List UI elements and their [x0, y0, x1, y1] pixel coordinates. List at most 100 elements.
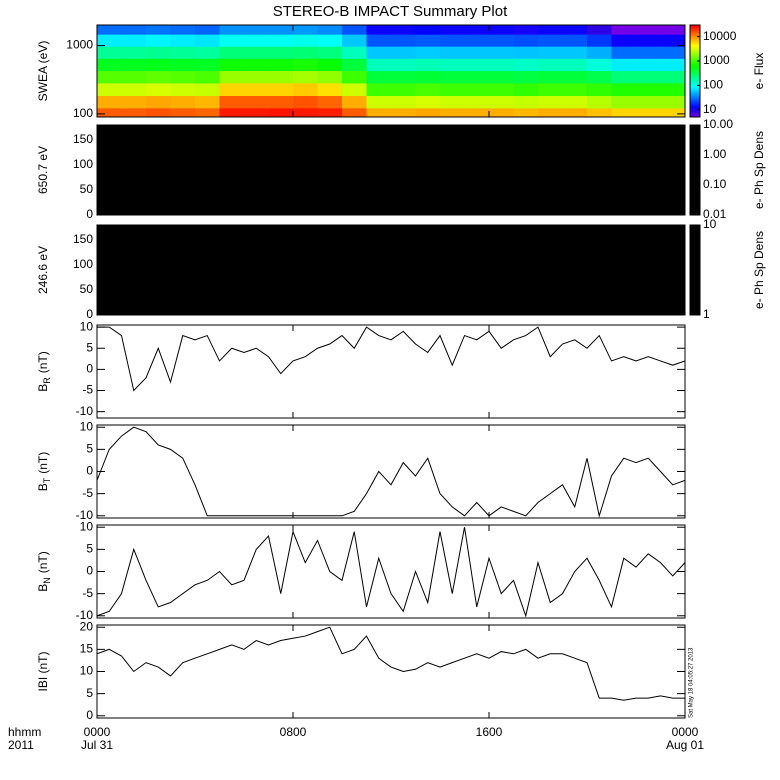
flux-cell: [244, 46, 269, 59]
timestamp: Sat May 18 04:05:27 2013: [689, 647, 695, 718]
y-tick-label: 5: [86, 442, 93, 456]
colorbar-step: [690, 106, 700, 109]
flux-cell: [170, 82, 196, 97]
colorbar-step: [690, 60, 700, 63]
flux-cell: [415, 82, 441, 97]
y-tick-label: 0: [86, 564, 93, 578]
flux-cell: [97, 95, 122, 109]
flux-cell: [660, 25, 685, 35]
colorbar-step: [690, 92, 700, 95]
flux-cell: [146, 25, 171, 35]
flux-cell: [611, 46, 637, 59]
flux-cell: [440, 95, 465, 109]
flux-cell: [611, 34, 637, 47]
flux-cell: [121, 58, 147, 72]
flux-cell: [660, 107, 685, 117]
flux-cell: [538, 70, 563, 84]
colorbar-step: [690, 83, 700, 86]
flux-cell: [121, 25, 147, 35]
x-tick-label: 1600: [476, 725, 503, 739]
colorbar-step: [690, 89, 700, 92]
y-tick-label: 5: [86, 542, 93, 556]
y-axis-label-sub: N: [42, 577, 52, 584]
colorbar-tick-label: 10: [703, 102, 717, 116]
flux-cell: [317, 58, 343, 72]
flux-cell: [587, 107, 612, 117]
flux-cell: [562, 58, 588, 72]
colorbar-step: [690, 64, 700, 67]
flux-cell: [170, 34, 196, 47]
panel: [97, 527, 685, 618]
flux-cell: [538, 25, 563, 35]
colorbar-step: [690, 63, 700, 66]
colorbar-step: [690, 43, 700, 46]
colorbar-step: [690, 31, 700, 34]
flux-cell: [244, 58, 269, 72]
y-axis-label: 650.7 eV: [36, 146, 50, 194]
flux-cell: [121, 107, 147, 117]
flux-cell: [342, 70, 367, 84]
flux-cell: [562, 82, 588, 97]
y-tick-label: 1000: [66, 38, 93, 52]
date-label: Aug 01: [666, 738, 704, 752]
colorbar-step: [690, 46, 700, 49]
y-axis-label-main: B: [36, 584, 50, 592]
y-axis-label-main: B: [36, 483, 50, 491]
y-tick-label: -10: [76, 508, 94, 522]
flux-cell: [170, 95, 196, 109]
flux-cell: [219, 82, 245, 97]
flux-cell: [170, 107, 196, 117]
panel: [97, 25, 685, 117]
colorbar-step: [690, 115, 700, 118]
flux-cell: [660, 46, 685, 59]
flux-cell: [587, 58, 612, 72]
y-tick-label: 100: [73, 257, 93, 271]
flux-cell: [195, 70, 220, 84]
flux-cell: [170, 25, 196, 35]
flux-cell: [293, 70, 318, 84]
flux-cell: [293, 25, 318, 35]
flux-cell: [268, 95, 294, 109]
colorbar-frame: [689, 124, 701, 216]
y-axis-label: BN (nT): [36, 551, 52, 592]
flux-cell: [146, 107, 171, 117]
colorbar-step: [690, 49, 700, 52]
colorbar-step: [690, 71, 700, 74]
flux-cell: [268, 46, 294, 59]
panel-frame: [96, 124, 686, 216]
colorbar-step: [690, 97, 700, 100]
flux-cell: [611, 58, 637, 72]
colorbar-tick-label: 100: [703, 77, 723, 91]
y-tick-label: 20: [80, 619, 94, 633]
flux-cell: [268, 58, 294, 72]
flux-cell: [562, 34, 588, 47]
panel-frame: [96, 24, 686, 118]
y-tick-label: 5: [86, 686, 93, 700]
series-line: [97, 626, 685, 701]
flux-cell: [513, 25, 539, 35]
flux-cell: [513, 95, 539, 109]
y-axis-label: SWEA (eV): [36, 41, 50, 102]
flux-cell: [317, 95, 343, 109]
flux-cell: [489, 25, 514, 35]
flux-cell: [538, 58, 563, 72]
flux-cell: [97, 46, 122, 59]
flux-cell: [219, 95, 245, 109]
flux-cell: [342, 82, 367, 97]
flux-cell: [391, 58, 416, 72]
flux-cell: [366, 25, 392, 35]
x-tick-label: 0000: [84, 725, 111, 739]
flux-cell: [97, 70, 122, 84]
flux-cell: [587, 34, 612, 47]
colorbar-frame: [689, 224, 701, 316]
colorbar-step: [690, 66, 700, 69]
y-tick-label: 0: [86, 708, 93, 722]
flux-cell: [636, 25, 661, 35]
flux-cell: [244, 25, 269, 35]
flux-cell: [244, 70, 269, 84]
flux-cell: [440, 107, 465, 117]
y-tick-label: -5: [82, 586, 93, 600]
flux-cell: [366, 34, 392, 47]
flux-cell: [464, 25, 490, 35]
y-tick-label: 0: [86, 307, 93, 321]
